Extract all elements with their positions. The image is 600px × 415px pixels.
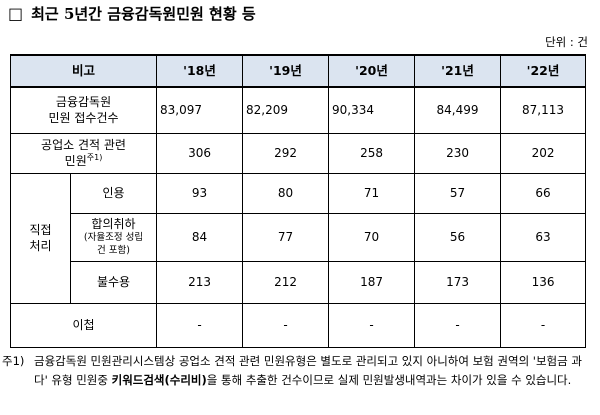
row-label: 이첩 <box>9 302 158 348</box>
footnote-text-part: 을 통해 추출한 건수이므로 실제 민원발생내역과는 차이가 있을 수 있습니다… <box>206 373 572 387</box>
table-row: 금융감독원 민원 접수건수 83,097 82,209 90,334 84,49… <box>9 86 587 134</box>
header-cell: '22년 <box>500 54 587 88</box>
table-row: 직접 처리 인용 93 80 71 57 66 <box>10 172 587 304</box>
table-cell: 82,209 <box>242 86 330 134</box>
row-label: 합의취하 (자율조정 성립 건 포함) <box>69 212 158 262</box>
footnote-text-part: 금융감독원 민원관리시스템상 공업소 견적 관련 민원유형은 별도로 관리되고 … <box>34 354 582 387</box>
row-label: 불수용 <box>69 260 158 304</box>
table-cell: 84,499 <box>414 86 502 134</box>
table-row: 불수용 213 212 187 173 136 <box>11 260 587 304</box>
header-cell: '21년 <box>414 54 502 88</box>
table-cell: 258 <box>328 132 416 174</box>
row-label: 인용 <box>69 172 158 214</box>
table-row: 합의취하 (자율조정 성립 건 포함) 84 77 70 56 63 <box>11 212 587 262</box>
table-cell: 213 <box>156 260 244 304</box>
row-sublabel: (자율조정 성립 <box>83 232 144 244</box>
table-cell: 66 <box>500 172 587 214</box>
table-cell: 93 <box>156 172 244 214</box>
row-label-line: 공업소 견적 관련 <box>41 137 126 152</box>
table-cell: 57 <box>414 172 502 214</box>
table-cell: 70 <box>328 212 416 262</box>
table-header-row: 비고 '18년 '19년 '20년 '21년 '22년 <box>9 54 587 88</box>
table-cell: 83,097 <box>156 86 244 134</box>
group-label-line: 처리 <box>29 239 52 253</box>
table-cell: 292 <box>242 132 330 174</box>
table-cell: 136 <box>500 260 587 304</box>
table-cell: 173 <box>414 260 502 304</box>
checkbox-square-icon: □ <box>8 3 24 23</box>
table-cell: - <box>328 302 416 348</box>
table-cell: 187 <box>328 260 416 304</box>
header-cell: '19년 <box>242 54 330 88</box>
table-cell: 87,113 <box>500 86 587 134</box>
row-label-line: 합의취하 <box>91 217 136 232</box>
footnote-keyword: 키워드검색(수리비) <box>111 373 207 387</box>
table-cell: - <box>500 302 587 348</box>
row-sublabel: 건 포함) <box>97 245 130 257</box>
table-cell: 212 <box>242 260 330 304</box>
complaints-table: 비고 '18년 '19년 '20년 '21년 '22년 금융감독원 민원 접수건… <box>9 54 587 348</box>
header-cell: '20년 <box>328 54 416 88</box>
table-cell: 306 <box>156 132 244 174</box>
table-cell: 202 <box>500 132 587 174</box>
table-cell: - <box>414 302 502 348</box>
page-title: □ 최근 5년간 금융감독원민원 현황 등 <box>8 2 256 24</box>
table-cell: 90,334 <box>328 86 416 134</box>
table-cell: - <box>156 302 244 348</box>
row-label-line: 금융감독원 <box>55 95 112 110</box>
table-cell: 71 <box>328 172 416 214</box>
table-cell: 77 <box>242 212 330 262</box>
table-cell: 56 <box>414 212 502 262</box>
table-cell: 230 <box>414 132 502 174</box>
header-cell: '18년 <box>156 54 244 88</box>
footnote: 주1) 금융감독원 민원관리시스템상 공업소 견적 관련 민원유형은 별도로 관… <box>2 352 594 390</box>
table-cell: 63 <box>500 212 587 262</box>
footnote-mark: 주1) <box>2 354 25 368</box>
table-row: 공업소 견적 관련 민원주1) 306 292 258 230 202 <box>9 132 587 174</box>
row-label: 공업소 견적 관련 민원주1) <box>9 132 158 174</box>
footnote-text: 금융감독원 민원관리시스템상 공업소 견적 관련 민원유형은 별도로 관리되고 … <box>34 352 594 390</box>
row-label-line: 민원 접수건수 <box>48 111 119 126</box>
table-cell: 80 <box>242 172 330 214</box>
row-label-line: 민원 <box>64 154 87 168</box>
header-cell: 비고 <box>9 54 158 88</box>
group-label: 직접 처리 <box>10 172 71 304</box>
table-row: 이첩 - - - - - <box>9 302 587 348</box>
table-cell: - <box>242 302 330 348</box>
row-label: 금융감독원 민원 접수건수 <box>9 86 158 134</box>
unit-label: 단위 : 건 <box>545 35 588 49</box>
footnote-ref: 주1) <box>86 153 103 162</box>
group-label-line: 직접 <box>29 222 52 237</box>
title-text: 최근 5년간 금융감독원민원 현황 등 <box>31 4 256 23</box>
table-cell: 84 <box>156 212 244 262</box>
